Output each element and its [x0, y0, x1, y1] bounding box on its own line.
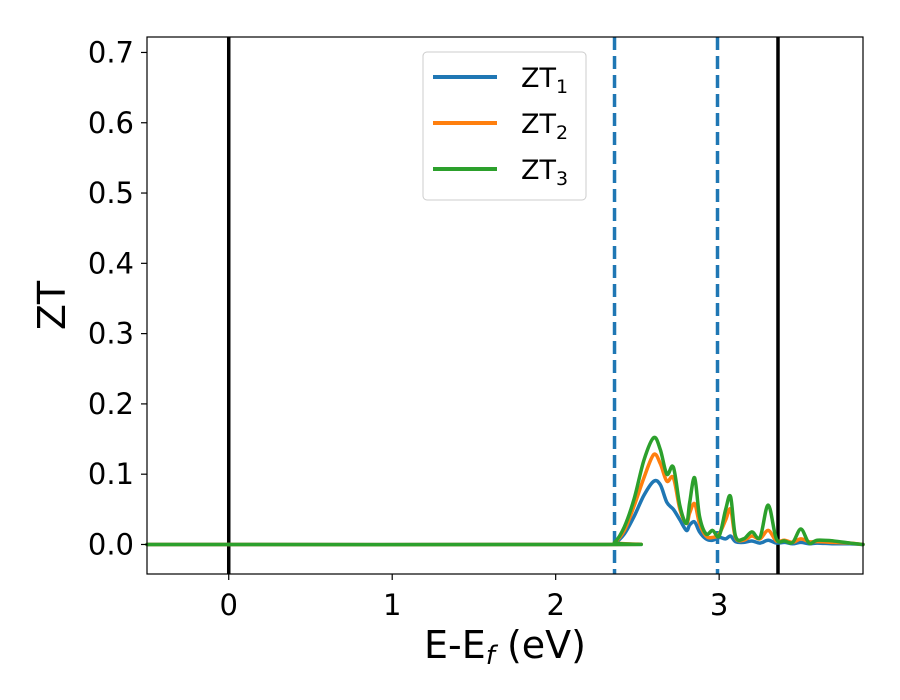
- legend-label-zt3: ZT3: [521, 155, 568, 190]
- y-tick-label: 0.6: [88, 106, 134, 140]
- reference-lines: [226, 37, 780, 574]
- x-tick-label: 3: [710, 588, 728, 622]
- x-axis-title: E-Ef (eV): [424, 623, 586, 671]
- series-line-zt3: [145, 435, 865, 547]
- legend: ZT1 ZT2 ZT3: [422, 51, 587, 201]
- x-tick-label: 0: [220, 588, 238, 622]
- x-tick-label: 1: [383, 588, 401, 622]
- y-tick-label: 0.5: [88, 176, 134, 210]
- legend-box: [422, 51, 587, 201]
- plot-frame: [146, 36, 864, 575]
- x-axis-title-unit: (eV): [495, 623, 586, 667]
- x-axis-title-main: E-E: [424, 623, 486, 667]
- y-tick-label: 0.4: [88, 246, 134, 280]
- y-axis-ticks: 0.0 0.1 0.2 0.3 0.4 0.5 0.6 0.7: [88, 35, 147, 561]
- legend-label-zt1: ZT1: [521, 63, 568, 98]
- y-tick-label: 0.0: [88, 527, 134, 561]
- y-tick-label: 0.2: [88, 387, 134, 421]
- y-tick-label: 0.7: [88, 35, 134, 69]
- legend-label-zt2: ZT2: [521, 109, 568, 144]
- y-tick-label: 0.3: [88, 317, 134, 351]
- x-axis-ticks: 0 1 2 3: [220, 574, 728, 622]
- series-lines: [145, 435, 865, 547]
- y-axis-title: ZT: [30, 280, 74, 330]
- plot-area: [145, 37, 865, 574]
- x-tick-label: 2: [546, 588, 564, 622]
- y-tick-label: 0.1: [88, 457, 134, 491]
